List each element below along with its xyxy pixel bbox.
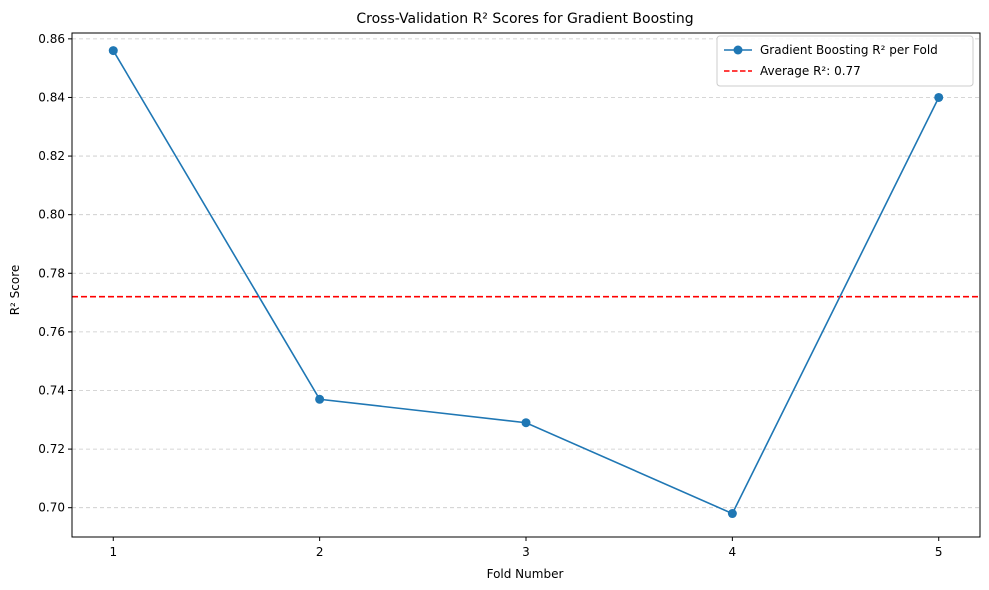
data-point	[934, 92, 944, 102]
x-tick-label: 2	[316, 545, 324, 559]
series-group	[108, 46, 944, 519]
y-tick-label: 0.80	[38, 208, 65, 222]
y-tick-label: 0.82	[38, 149, 65, 163]
plot-frame	[71, 32, 981, 538]
data-point	[727, 509, 737, 519]
data-point	[521, 418, 531, 428]
x-tick-label: 3	[522, 545, 530, 559]
series-line	[112, 50, 940, 515]
y-tick-label: 0.74	[38, 383, 65, 397]
x-axis: 1 2 3 4 5	[109, 537, 943, 559]
x-tick-label: 4	[729, 545, 737, 559]
x-tick-label: 1	[109, 545, 117, 559]
legend-series-label: Gradient Boosting R² per Fold	[760, 43, 938, 57]
data-point	[315, 394, 325, 404]
legend-reference-label: Average R²: 0.77	[760, 64, 861, 78]
data-point	[108, 46, 118, 56]
legend-box	[716, 35, 974, 87]
legend-series-marker	[733, 45, 743, 55]
y-axis: 0.70 0.72 0.74 0.76 0.78 0.80 0.82 0.84 0.86	[38, 32, 72, 515]
y-tick-label: 0.86	[38, 32, 65, 46]
y-tick-label: 0.78	[38, 266, 65, 280]
y-axis-label: R² Score	[8, 265, 22, 316]
y-tick-label: 0.70	[38, 501, 65, 515]
x-tick-label: 5	[935, 545, 943, 559]
y-tick-label: 0.76	[38, 325, 65, 339]
y-tick-label: 0.72	[38, 442, 65, 456]
legend: Gradient Boosting R² per Fold Average R²…	[716, 35, 974, 87]
chart-title: Cross-Validation R² Scores for Gradient …	[356, 11, 693, 27]
y-tick-label: 0.84	[38, 90, 65, 104]
x-axis-label: Fold Number	[487, 567, 564, 581]
grid	[72, 38, 980, 509]
